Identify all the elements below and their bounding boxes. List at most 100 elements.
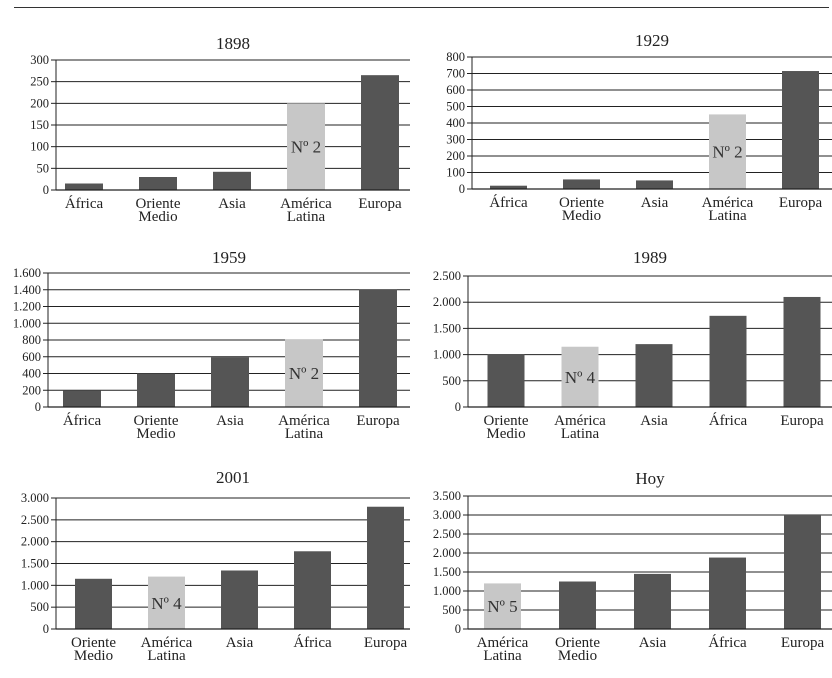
category-label: Latina: [483, 648, 522, 664]
y-tick-label: 200: [22, 383, 41, 397]
category-label: América: [141, 635, 193, 651]
y-tick-label: 1.500: [21, 557, 49, 571]
category-label: América: [280, 196, 332, 212]
y-tick-label: 500: [442, 374, 461, 388]
bar: [213, 171, 251, 190]
category-label: Medio: [562, 208, 601, 224]
chart-panel-1898: 1898 0 50 100 150 200 250 300 África Oriente Medio…: [0, 30, 415, 230]
y-tick-label: 3.500: [433, 489, 461, 503]
category-label: Oriente: [71, 635, 116, 651]
category-label: Medio: [74, 648, 113, 664]
bar: [65, 183, 103, 190]
bar: [221, 570, 258, 629]
bar: [561, 346, 599, 407]
bar: [635, 344, 673, 407]
y-tick-label: 100: [446, 166, 465, 180]
y-tick-label: 1.600: [13, 266, 41, 280]
y-tick-label: 250: [30, 75, 49, 89]
category-label: Oriente: [559, 195, 604, 211]
category-label: América: [554, 413, 606, 429]
y-tick-label: 1.000: [433, 584, 461, 598]
y-tick-label: 400: [22, 367, 41, 381]
y-tick-label: 400: [446, 116, 465, 130]
bar: [148, 576, 185, 629]
chart-title: 1959: [212, 248, 246, 267]
y-tick-label: 600: [446, 83, 465, 97]
category-label: África: [293, 634, 332, 651]
bar: [63, 390, 101, 407]
y-tick-label: 2.500: [21, 513, 49, 527]
bar: [361, 75, 399, 190]
y-tick-label: 600: [22, 350, 41, 364]
category-label: América: [477, 635, 529, 651]
category-label: Asia: [218, 196, 246, 212]
y-tick-label: 500: [442, 603, 461, 617]
bar: [487, 354, 525, 407]
bar: [139, 177, 177, 190]
y-tick-label: 200: [30, 96, 49, 110]
category-label: Latina: [147, 648, 186, 664]
chart-svg: 1959 0 200 400 600 800 1.000 1.200 1.400 1.600 Áfr…: [13, 248, 410, 442]
rank-annotation: Nº 4: [151, 594, 182, 613]
chart-panel-1929: 1929 0 100 200 300 400 500 600 700 800 África Orien…: [415, 30, 832, 230]
bar: [367, 506, 404, 629]
y-tick-label: 0: [459, 182, 465, 196]
category-label: Europa: [780, 413, 824, 429]
chart-svg: 1989 0 500 1.000 1.500 2.000 2.500 OrienteMedio…: [433, 248, 832, 442]
y-tick-label: 1.400: [13, 283, 41, 297]
category-label: África: [708, 634, 747, 651]
category-label: Oriente: [555, 635, 600, 651]
chart-panel-1989: 1989 0 500 1.000 1.500 2.000 2.500 Oriente Medio…: [415, 246, 832, 446]
chart-panel-1959: 1959 0 200 400 600 800 1.000 1.200 1.400 1.600 Áfr…: [0, 246, 415, 446]
category-label: Latina: [287, 209, 326, 225]
y-tick-label: 1.500: [433, 565, 461, 579]
bar: [634, 573, 671, 629]
y-tick-label: 500: [446, 100, 465, 114]
category-label: Europa: [356, 413, 400, 429]
category-label: Latina: [561, 426, 600, 442]
bar: [636, 180, 673, 189]
chart-svg: Hoy 0 500 1.000 1.500 2.000 2.500 3.000 3.500 Amé…: [433, 469, 832, 664]
y-tick-label: 0: [455, 400, 461, 414]
bar: [285, 339, 323, 407]
y-tick-label: 2.000: [433, 295, 461, 309]
y-tick-label: 0: [35, 400, 41, 414]
category-label: Europa: [781, 635, 825, 651]
y-tick-label: 2.500: [433, 527, 461, 541]
y-tick-label: 1.500: [433, 321, 461, 335]
category-label: Oriente: [134, 413, 179, 429]
bar: [137, 373, 175, 407]
bar: [709, 114, 746, 189]
bar: [294, 551, 331, 629]
chart-title: 1898: [216, 34, 250, 53]
category-label: América: [278, 413, 330, 429]
chart-title: 1929: [635, 31, 669, 50]
y-tick-label: 0: [455, 622, 461, 636]
bar: [783, 296, 821, 407]
bar: [211, 357, 249, 407]
bar: [484, 583, 521, 629]
y-tick-label: 1.000: [433, 348, 461, 362]
chart-svg: 1929 0 100 200 300 400 500 600 700 800 África Orien…: [446, 31, 832, 224]
chart-panel-2001: 2001 0 500 1.000 1.500 2.000 2.500 3.000 Oriente…: [0, 466, 415, 666]
category-label: África: [63, 412, 102, 429]
y-tick-label: 800: [22, 333, 41, 347]
chart-svg: 1898 0 50 100 150 200 250 300 África OrienteMedio…: [30, 34, 410, 225]
y-tick-label: 100: [30, 140, 49, 154]
bar: [782, 71, 819, 189]
category-label: Europa: [358, 196, 402, 212]
category-label: Medio: [136, 426, 175, 442]
y-tick-label: 1.000: [13, 316, 41, 330]
chart-title: 2001: [216, 468, 250, 487]
y-tick-label: 3.000: [21, 491, 49, 505]
bar: [709, 315, 747, 407]
y-tick-label: 50: [37, 161, 50, 175]
rank-annotation: Nº 2: [712, 143, 742, 162]
bar: [75, 578, 112, 629]
category-label: Latina: [285, 426, 324, 442]
bar: [563, 179, 600, 189]
chart-svg: 2001 0 500 1.000 1.500 2.000 2.500 3.000 Oriente…: [21, 468, 410, 664]
category-label: Asia: [641, 195, 669, 211]
category-label: África: [65, 195, 104, 212]
category-label: América: [702, 195, 754, 211]
